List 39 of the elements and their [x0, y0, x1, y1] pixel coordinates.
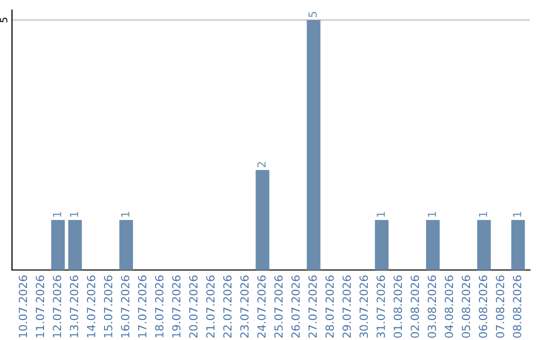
x-tick-label: 02.08.2026 [410, 276, 420, 338]
data-label: 1 [121, 212, 130, 217]
x-tick-label: 18.07.2026 [155, 276, 164, 338]
x-tick-label: 30.07.2026 [360, 276, 368, 338]
data-label: 5 [308, 12, 317, 18]
x-tick-label: 26.07.2026 [291, 276, 300, 338]
x-tick-label: 24.07.2026 [257, 276, 266, 338]
data-label: 1 [52, 212, 62, 217]
x-tick-label: 20.07.2026 [189, 276, 198, 338]
x-tick-label: 22.07.2026 [223, 276, 232, 338]
x-tick-label: 27.07.2026 [308, 276, 317, 338]
data-label: 1 [376, 212, 385, 217]
data-label: 1 [478, 212, 488, 217]
x-tick-label: 21.07.2026 [206, 276, 215, 338]
x-tick-label: 14.07.2026 [86, 276, 96, 338]
x-tick-label: 25.07.2026 [274, 276, 283, 338]
x-tick-label: 17.07.2026 [138, 276, 146, 338]
x-tick-label: 01.08.2026 [394, 276, 402, 338]
x-tick-label: 07.08.2026 [496, 276, 504, 338]
x-tick-label: 31.07.2026 [376, 276, 385, 338]
x-tick-label: 04.08.2026 [444, 276, 454, 338]
data-label: 1 [70, 212, 78, 217]
x-tick-label: 10.07.2026 [18, 276, 28, 338]
x-tick-label: 08.08.2026 [512, 276, 522, 338]
x-tick-label: 05.08.2026 [462, 276, 470, 338]
data-label: 1 [513, 212, 522, 217]
data-label: 1 [428, 212, 436, 217]
x-tick-label: 06.08.2026 [478, 276, 488, 338]
x-tick-label: 12.07.2026 [52, 276, 62, 338]
data-label: 2 [257, 162, 266, 168]
x-tick-label: 13.07.2026 [70, 276, 78, 338]
x-tick-label: 16.07.2026 [120, 276, 130, 338]
x-tick-label: 23.07.2026 [240, 276, 249, 338]
x-tick-label: 15.07.2026 [104, 276, 112, 338]
x-tick-label: 28.07.2026 [325, 276, 334, 338]
x-tick-label: 11.07.2026 [36, 276, 44, 338]
x-tick-label: 19.07.2026 [172, 276, 181, 338]
x-tick-label: 03.08.2026 [428, 276, 436, 338]
x-tick-label: 29.07.2026 [342, 276, 351, 338]
